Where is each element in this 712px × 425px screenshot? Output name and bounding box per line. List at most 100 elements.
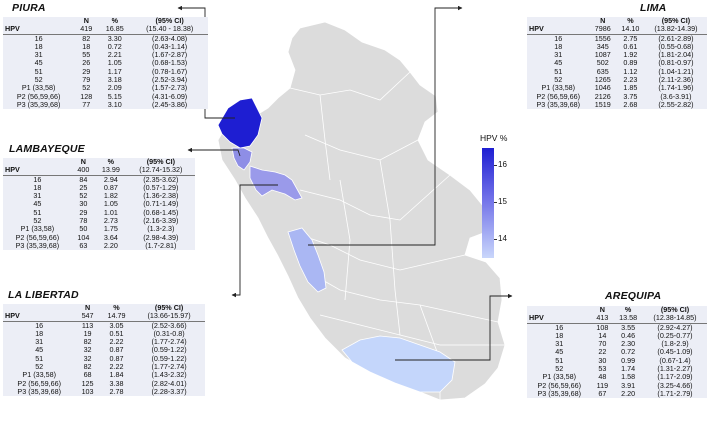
- column-header: %: [111, 16, 118, 25]
- row-ci: (1.7-2.81): [145, 240, 177, 250]
- row-ci: (0.45-1.09): [657, 347, 693, 357]
- table-row: P2 (56,59,66) 104 3.64 (2.98-4.39): [3, 232, 195, 242]
- table-row: 45 502 0.89 (0.81-0.97): [527, 58, 707, 68]
- row-ci: (1.67-2.87): [152, 50, 188, 60]
- row-percent: 5.15: [107, 91, 122, 101]
- row-n: 32: [83, 353, 92, 363]
- row-percent: 1.05: [103, 199, 118, 209]
- row-n: 48: [598, 372, 607, 382]
- header-n: 547: [75, 312, 100, 322]
- row-ci: (2.82-4.01): [151, 378, 187, 388]
- row-percent: 0.61: [623, 41, 638, 51]
- row-hpv-type: 31: [555, 339, 564, 349]
- row-hpv-type: 45: [35, 345, 44, 355]
- row-n: 113: [81, 320, 94, 330]
- table-row: 16 113 3.05 (2.52-3.66): [3, 321, 205, 330]
- table-row: P3 (35,39,68) 103 2.78 (2.28-3.37): [3, 386, 205, 396]
- row-n: 82: [83, 362, 92, 372]
- row-ci: (0.59-1.22): [151, 345, 187, 355]
- connector-lima: [308, 5, 463, 246]
- legend-tick-14: 14: [498, 234, 507, 243]
- table-la-libertad: N% (95% CI) HPV 547 14.79 (13.66-15.97) 16 113 3…: [3, 303, 205, 397]
- row-ci: (2.52-3.94): [152, 75, 188, 85]
- row-ci: (0.43-1.14): [152, 41, 188, 51]
- column-header: (95% CI): [155, 16, 184, 25]
- row-percent: 2.94: [103, 174, 118, 184]
- column-header: (95% CI): [154, 303, 184, 312]
- row-hpv-type: 51: [34, 66, 43, 76]
- row-percent: 0.99: [621, 355, 636, 365]
- column-header: %: [107, 157, 115, 166]
- row-hpv-type: P3 (35,39,68): [537, 388, 582, 398]
- row-ci: (1.71-2.79): [657, 388, 693, 398]
- header-ci: (12.74-15.32): [126, 166, 195, 176]
- header-n: 7986: [589, 25, 616, 35]
- row-ci: (1.57-2.73): [152, 83, 188, 93]
- table-row: 51 29 1.01 (0.68-1.45): [3, 208, 195, 217]
- row-ci: (2.55-2.82): [658, 99, 694, 109]
- table-row: 18 25 0.87 (0.57-1.29): [3, 182, 195, 192]
- row-hpv-type: 51: [554, 66, 563, 76]
- header-pct: 14.79: [99, 312, 134, 322]
- header-n: 419: [74, 25, 99, 35]
- row-ci: (2.63-4.08): [152, 33, 188, 43]
- table-row: 51 29 1.17 (0.78-1.67): [3, 66, 208, 76]
- header-ci: (12.38-14.85): [643, 314, 707, 324]
- row-percent: 3.55: [621, 322, 636, 332]
- table-row: 16 84 2.94 (2.35-3.62): [3, 175, 195, 184]
- row-n: 26: [82, 58, 91, 68]
- row-n: 50: [79, 224, 88, 234]
- header-ci: (15.40 - 18.38): [131, 25, 208, 35]
- row-n: 29: [82, 66, 91, 76]
- row-ci: (1.31-2.27): [657, 364, 693, 374]
- row-ci: (0.57-1.29): [143, 182, 179, 192]
- row-n: 1265: [594, 75, 611, 85]
- row-ci: (2.28-3.37): [151, 386, 187, 396]
- row-hpv-type: 51: [555, 355, 564, 365]
- row-n: 30: [79, 199, 88, 209]
- table-row: 16 82 3.30 (2.63-4.08): [3, 34, 208, 43]
- row-n: 18: [82, 41, 91, 51]
- row-ci: (2.61-2.89): [658, 33, 694, 43]
- row-hpv-type: 16: [33, 174, 42, 184]
- table-row: P1 (33,58) 50 1.75 (1.3-2.3): [3, 224, 195, 234]
- row-hpv-type: P1 (33,58): [21, 83, 56, 93]
- row-ci: (1.43-2.32): [151, 370, 187, 380]
- row-ci: (3.25-4.66): [657, 380, 693, 390]
- legend-tick-16: 16: [498, 160, 507, 169]
- row-hpv-type: 16: [555, 322, 564, 332]
- row-n: 84: [79, 174, 88, 184]
- row-hpv-type: 18: [554, 41, 563, 51]
- row-ci: (0.68-1.53): [152, 58, 188, 68]
- row-n: 25: [79, 182, 88, 192]
- header-pct: 14.10: [615, 25, 645, 35]
- row-hpv-type: P2 (56,59,66): [537, 380, 582, 390]
- table-row: P2 (56,59,66) 125 3.38 (2.82-4.01): [3, 378, 205, 388]
- legend-tick-mark: [494, 239, 497, 240]
- row-n: 22: [598, 347, 607, 357]
- row-hpv-type: P3 (35,39,68): [17, 386, 61, 396]
- row-percent: 2.78: [109, 386, 124, 396]
- table-row: 31 70 2.30 (1.8-2.9): [527, 339, 707, 349]
- table-row: 51 635 1.12 (1.04-1.21): [527, 66, 707, 76]
- row-ci: (2.35-3.62): [143, 174, 179, 184]
- row-ci: (1.17-2.09): [657, 372, 693, 382]
- table-row: 31 1087 1.92 (1.81-2.04): [527, 50, 707, 60]
- row-ci: (2.45-3.86): [152, 99, 188, 109]
- row-ci: (1.3-2.3): [147, 224, 175, 234]
- title-lambayeque: LAMBAYEQUE: [9, 143, 85, 155]
- table-row: P3 (35,39,68) 67 2.20 (1.71-2.79): [527, 388, 707, 398]
- column-header: N: [84, 303, 91, 312]
- row-n: 502: [596, 58, 609, 68]
- header-hpv: HPV: [3, 25, 75, 35]
- row-ci: (1.77-2.74): [151, 337, 187, 347]
- row-n: 1087: [594, 50, 611, 60]
- row-ci: (1.77-2.74): [151, 362, 187, 372]
- table-row: 16 1556 2.75 (2.61-2.89): [527, 34, 707, 43]
- table-lambayeque: N% (95% CI) HPV 400 13.99 (12.74-15.32) 16 84 2.…: [3, 157, 195, 251]
- row-n: 78: [79, 216, 88, 226]
- table-row: 45 30 1.05 (0.71-1.49): [3, 199, 195, 209]
- row-n: 104: [77, 232, 90, 242]
- header-n: 413: [591, 314, 614, 324]
